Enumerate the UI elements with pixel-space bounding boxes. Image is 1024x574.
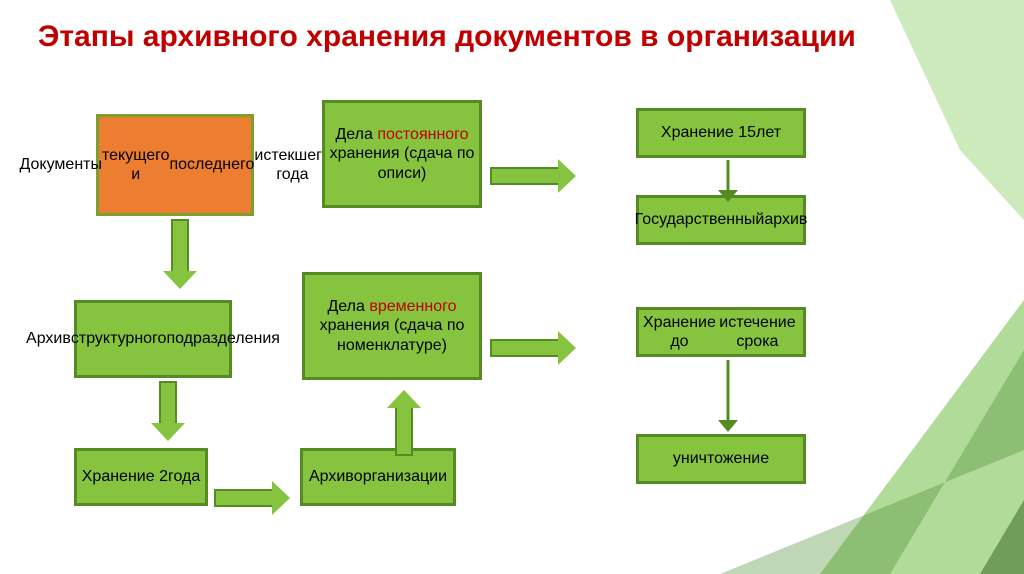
page-title: Этапы архивного хранения документов в ор… — [38, 18, 856, 56]
box-storage2: Хранение 2года — [74, 448, 208, 506]
box-destruction: уничтожение — [636, 434, 806, 484]
arrow-a2_down — [148, 381, 188, 443]
box-storage15: Хранение 15лет — [636, 108, 806, 158]
arrow-a6_right — [490, 328, 578, 368]
box-storage_until: Хранение доистечение срока — [636, 307, 806, 357]
box-docs_current: Документытекущего ипоследнегоистекшего г… — [96, 114, 254, 216]
box-gosarchive: Государственныйархив — [636, 195, 806, 245]
arrow-a5_right — [490, 156, 578, 196]
box-dela_temp: Дела временного хранения (сдача по номен… — [302, 272, 482, 380]
arrow-a8_thin_down — [718, 360, 738, 432]
box-archive_struct: Архивструктурногоподразделения — [74, 300, 232, 378]
arrow-a3_right — [214, 478, 292, 518]
arrow-a7_thin_down — [718, 160, 738, 202]
arrow-a4_up — [384, 390, 424, 458]
arrow-a1_down — [160, 219, 200, 291]
box-dela_post: Дела постоянного хранения (сдача по опис… — [322, 100, 482, 208]
box-archive_org: Архиворганизации — [300, 448, 456, 506]
